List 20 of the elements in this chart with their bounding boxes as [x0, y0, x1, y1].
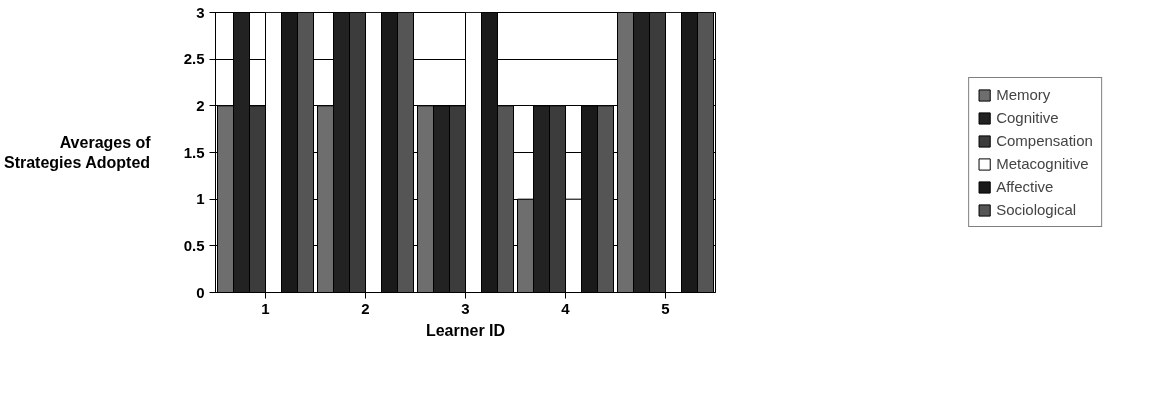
legend-label: Compensation — [996, 132, 1093, 149]
x-tick-label: 3 — [461, 299, 470, 317]
y-tick-label: 0.5 — [183, 236, 205, 254]
y-tick-label: 0 — [196, 283, 205, 301]
legend-label: Cognitive — [996, 109, 1059, 126]
legend-label: Memory — [996, 86, 1051, 103]
x-tick-label: 1 — [261, 299, 270, 317]
legend-label: Sociological — [996, 201, 1077, 218]
x-axis-title: Learner ID — [425, 321, 506, 339]
legend-label: Affective — [996, 178, 1054, 195]
y-tick-label: 3 — [196, 3, 205, 21]
y-tick-label: 2.5 — [183, 50, 205, 68]
y-tick-label: 1 — [196, 190, 205, 208]
y-tick-label: 2 — [196, 96, 205, 114]
x-tick-label: 5 — [661, 299, 670, 317]
y-axis-title: Averages of Strategies Adopted — [3, 133, 152, 172]
legend-label: Metacognitive — [996, 155, 1089, 172]
x-tick-label: 2 — [361, 299, 370, 317]
y-tick-label: 1.5 — [183, 143, 205, 161]
x-tick-label: 4 — [561, 299, 571, 317]
